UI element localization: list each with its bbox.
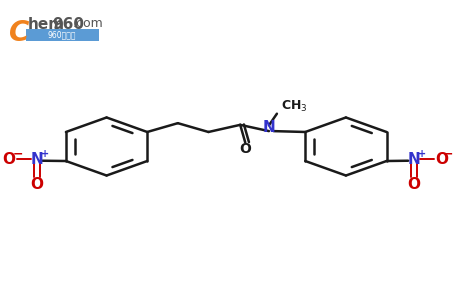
Text: O: O xyxy=(239,142,251,156)
Text: N: N xyxy=(30,152,43,167)
Text: O: O xyxy=(407,177,420,192)
Text: N: N xyxy=(407,152,420,167)
Text: +: + xyxy=(41,149,49,159)
Text: .com: .com xyxy=(73,17,103,30)
Text: N: N xyxy=(263,120,275,135)
Text: O: O xyxy=(30,177,43,192)
Text: 960化工网: 960化工网 xyxy=(48,30,76,39)
Text: +: + xyxy=(418,149,426,159)
FancyBboxPatch shape xyxy=(26,29,99,40)
Text: −: − xyxy=(443,148,453,161)
Text: O: O xyxy=(3,152,16,167)
Text: −: − xyxy=(12,148,23,161)
Text: 960: 960 xyxy=(53,17,84,32)
Text: CH$_3$: CH$_3$ xyxy=(281,99,307,114)
Text: C: C xyxy=(9,19,29,47)
Text: O: O xyxy=(435,152,448,167)
Text: hem: hem xyxy=(28,17,65,32)
